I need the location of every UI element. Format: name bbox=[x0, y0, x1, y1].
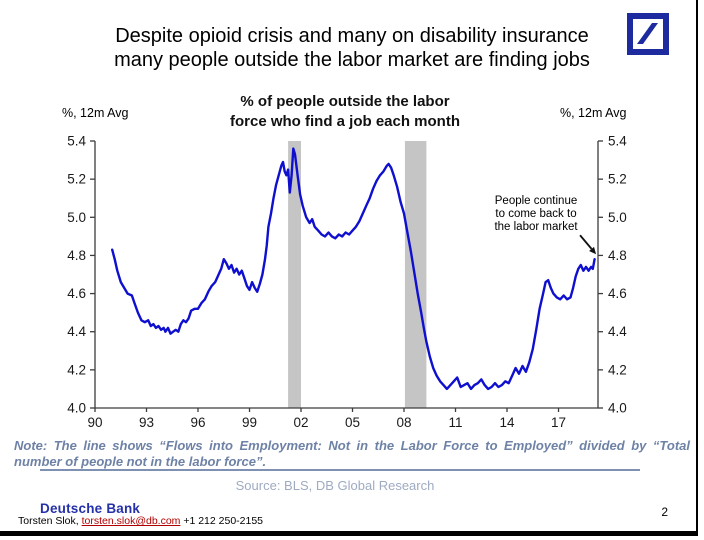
deutsche-bank-wordmark: Deutsche Bank bbox=[40, 501, 141, 516]
chart-title-line2: force who find a job each month bbox=[229, 113, 460, 130]
email-link[interactable]: torsten.slok@db.com bbox=[81, 515, 181, 527]
page-title-line2: many people outside the labor market are… bbox=[114, 49, 590, 71]
y-tick-label-right: 4.0 bbox=[608, 401, 627, 416]
deutsche-bank-logo-icon bbox=[627, 13, 669, 55]
y-tick-label-left: 5.2 bbox=[67, 172, 86, 187]
x-tick-label: 11 bbox=[449, 415, 463, 430]
x-tick-label: 17 bbox=[551, 415, 566, 430]
deutsche-bank-slash-icon bbox=[627, 13, 669, 55]
x-tick-label: 96 bbox=[190, 415, 205, 430]
recession-band bbox=[288, 141, 301, 408]
x-tick-label: 14 bbox=[499, 415, 515, 430]
x-tick-label: 99 bbox=[242, 415, 257, 430]
x-tick-label: 05 bbox=[345, 415, 360, 430]
y-tick-label-right: 4.4 bbox=[608, 324, 627, 339]
y-tick-label-right: 5.2 bbox=[608, 172, 627, 187]
y-tick-label-left: 4.4 bbox=[67, 324, 86, 339]
y-tick-label-right: 4.2 bbox=[608, 362, 627, 377]
y-tick-label-left: 4.0 bbox=[67, 401, 86, 416]
y-tick-label-left: 4.6 bbox=[67, 286, 86, 301]
annotation-arrow-shaft bbox=[579, 234, 593, 250]
x-tick-label: 90 bbox=[87, 415, 102, 430]
y-tick-label-left: 5.4 bbox=[67, 134, 86, 149]
left-axis-unit-label: %, 12m Avg bbox=[62, 106, 129, 120]
y-tick-label-right: 4.6 bbox=[608, 286, 627, 301]
right-axis-unit-label: %, 12m Avg bbox=[560, 106, 627, 120]
divider-line bbox=[40, 469, 640, 471]
y-tick-label-right: 5.0 bbox=[608, 210, 627, 225]
x-tick-label: 08 bbox=[396, 415, 411, 430]
chart-annotation: People continue to come back to the labo… bbox=[484, 195, 588, 234]
note-text-line1: Note: The line shows “Flows into Employm… bbox=[14, 438, 690, 453]
source-text: Source: BLS, DB Global Research bbox=[235, 478, 435, 493]
chart-annotation-line2: to come back to bbox=[495, 208, 577, 220]
note-text-line2: number of people not in the labor force”… bbox=[14, 453, 267, 469]
y-tick-label-left: 4.2 bbox=[67, 362, 86, 377]
phone-number: +1 212 250-2155 bbox=[180, 515, 264, 527]
chart-annotation-line3: the labor market bbox=[494, 221, 578, 233]
line-chart: 4.0 4.0 4.2 4.2 4.4 4.4 4.6 4.6 4.8 4.8 5.0 5.0 5.2 5… bbox=[67, 134, 627, 431]
author-name: Torsten Slok, bbox=[18, 515, 82, 527]
y-tick-label-left: 5.0 bbox=[67, 210, 86, 225]
page-title-line1: Despite opioid crisis and many on disabi… bbox=[115, 25, 589, 47]
note-text: Note: The line shows “Flows into Employm… bbox=[14, 438, 690, 469]
chart-title-line1: % of people outside the labor bbox=[240, 93, 450, 110]
y-tick-label-right: 4.8 bbox=[608, 248, 627, 263]
axes bbox=[94, 141, 599, 409]
footer-contact: Torsten Slok, torsten.slok@db.com +1 212… bbox=[18, 515, 263, 527]
page-title: Despite opioid crisis and many on disabi… bbox=[0, 24, 704, 72]
data-line bbox=[110, 147, 596, 391]
slide-border-right bbox=[696, 0, 698, 536]
annotation-arrow-head bbox=[589, 246, 597, 255]
chart-title: % of people outside the labor force who … bbox=[0, 92, 690, 132]
x-tick-label: 02 bbox=[293, 415, 308, 430]
y-tick-label-right: 5.4 bbox=[608, 134, 627, 149]
x-tick-label: 93 bbox=[139, 415, 154, 430]
page-number: 2 bbox=[661, 505, 668, 519]
y-tick-label-left: 4.8 bbox=[67, 248, 86, 263]
slide-border-bottom bbox=[0, 531, 698, 536]
chart-annotation-line1: People continue bbox=[494, 195, 578, 207]
